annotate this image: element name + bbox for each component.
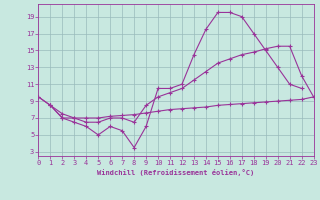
X-axis label: Windchill (Refroidissement éolien,°C): Windchill (Refroidissement éolien,°C) [97,169,255,176]
